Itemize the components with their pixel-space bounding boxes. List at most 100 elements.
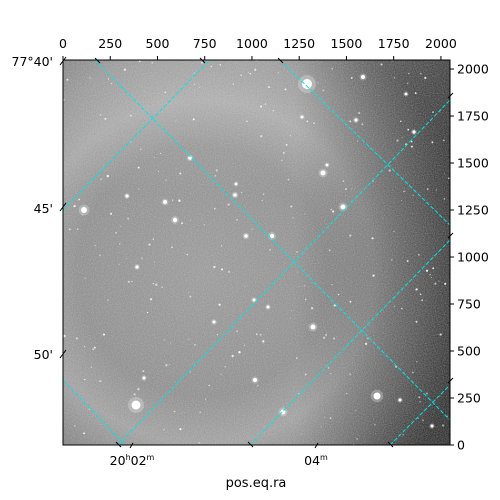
- faint-star: [216, 334, 219, 336]
- faint-star: [178, 199, 181, 202]
- faint-star: [407, 82, 409, 84]
- faint-star: [406, 260, 409, 262]
- faint-star: [243, 344, 246, 346]
- faint-star: [298, 286, 300, 288]
- faint-star: [138, 188, 140, 190]
- grid-tick-mark: [115, 441, 122, 448]
- faint-star: [292, 217, 294, 219]
- faint-star: [149, 298, 153, 301]
- faint-star: [401, 307, 403, 310]
- faint-star: [304, 373, 307, 376]
- top-tick-label: 1250: [283, 36, 315, 51]
- faint-star: [349, 234, 352, 237]
- star: [172, 217, 178, 223]
- faint-star: [63, 99, 65, 101]
- faint-star: [248, 71, 250, 73]
- faint-star: [380, 63, 383, 66]
- faint-star: [110, 83, 113, 85]
- faint-star: [393, 230, 395, 233]
- right-tick-label: 250: [457, 391, 481, 406]
- faint-star: [290, 310, 292, 312]
- faint-star: [298, 393, 300, 395]
- faint-star: [210, 65, 212, 68]
- faint-star: [444, 282, 447, 285]
- faint-star: [90, 366, 93, 368]
- star: [404, 92, 408, 96]
- faint-star: [171, 246, 173, 249]
- star: [233, 193, 237, 197]
- faint-star: [175, 120, 177, 122]
- faint-star: [290, 205, 293, 208]
- star: [81, 207, 87, 213]
- star: [373, 392, 381, 400]
- top-tick-label: 250: [98, 36, 122, 51]
- faint-star: [83, 432, 85, 435]
- faint-star: [262, 193, 265, 195]
- faint-star: [439, 333, 442, 336]
- faint-star: [220, 245, 223, 247]
- star: [430, 424, 434, 428]
- grid-tick-mark: [277, 57, 284, 64]
- faint-star: [374, 423, 376, 426]
- faint-star: [382, 218, 384, 220]
- grid-line: [63, 379, 126, 445]
- faint-star: [89, 77, 91, 79]
- faint-star: [285, 144, 288, 146]
- faint-star: [165, 364, 168, 367]
- faint-star: [165, 179, 167, 181]
- right-tick-label: 750: [457, 297, 481, 312]
- faint-star: [173, 410, 176, 413]
- faint-star: [161, 286, 163, 289]
- faint-star: [325, 333, 328, 336]
- faint-star: [337, 293, 340, 296]
- faint-star: [331, 284, 333, 286]
- faint-star: [68, 228, 71, 231]
- faint-star: [345, 188, 347, 191]
- star: [361, 75, 365, 79]
- faint-star: [267, 328, 268, 330]
- top-tick-label: 2000: [425, 36, 457, 51]
- faint-star: [73, 204, 76, 208]
- faint-star: [407, 128, 410, 131]
- faint-star: [429, 274, 431, 276]
- faint-star: [77, 228, 79, 230]
- right-tick-label: 2000: [457, 62, 489, 77]
- faint-star: [322, 89, 325, 92]
- faint-star: [403, 190, 405, 192]
- star: [280, 409, 286, 415]
- faint-star: [88, 408, 90, 410]
- star: [354, 118, 358, 122]
- star: [188, 156, 192, 160]
- faint-star: [190, 220, 192, 222]
- right-tick-label: 1750: [457, 109, 489, 124]
- star: [269, 233, 275, 239]
- faint-star: [425, 269, 429, 272]
- faint-star: [431, 141, 434, 144]
- faint-star: [346, 392, 348, 395]
- faint-star: [215, 169, 218, 172]
- faint-star: [261, 199, 263, 202]
- faint-star: [297, 271, 299, 273]
- faint-star: [104, 117, 107, 120]
- faint-star: [220, 268, 224, 271]
- faint-star: [415, 320, 418, 323]
- faint-star: [102, 333, 106, 336]
- faint-star: [412, 194, 414, 196]
- faint-star: [425, 392, 428, 395]
- star: [244, 234, 248, 238]
- faint-star: [99, 379, 102, 383]
- star-field: [63, 60, 450, 445]
- faint-star: [164, 91, 167, 94]
- faint-star: [267, 86, 271, 89]
- faint-star: [140, 148, 142, 150]
- faint-star: [213, 265, 216, 269]
- star: [252, 298, 256, 302]
- plot-frame: [62, 59, 451, 446]
- faint-star: [236, 219, 238, 221]
- star: [325, 163, 329, 167]
- grid-line: [63, 60, 211, 211]
- faint-star: [289, 317, 291, 319]
- ra-tick-label: 04m: [304, 453, 328, 468]
- faint-star: [371, 237, 374, 240]
- ra-tick-mark: [314, 442, 319, 449]
